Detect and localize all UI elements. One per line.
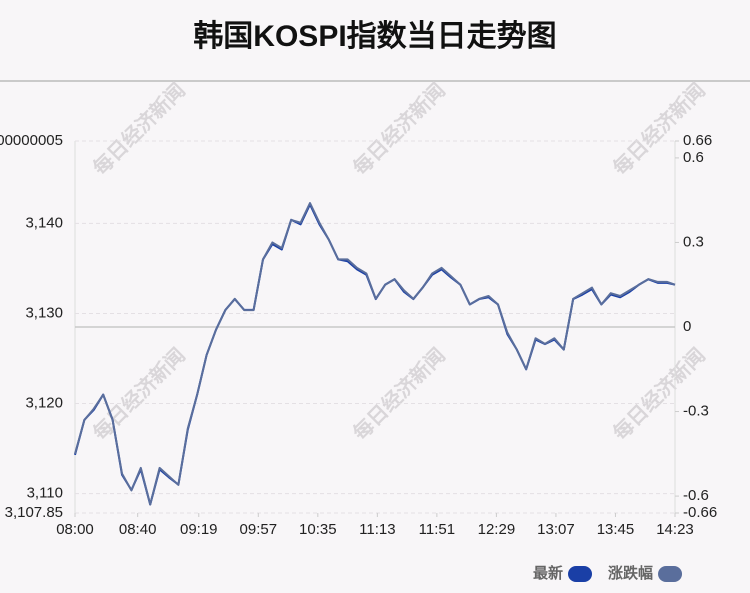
legend-label: 涨跌幅 <box>608 564 653 582</box>
chart-title: 韩国KOSPI指数当日走势图 <box>193 20 556 53</box>
plot-area: 3,107.85 3,110 3,120 3,130 3,140 3,149.150000… <box>0 132 717 582</box>
series-line <box>74 202 676 506</box>
y2-tick-label: -0.6 <box>683 487 709 504</box>
x-tick-label: 10:35 <box>299 521 337 538</box>
legend-label: 最新 <box>533 564 563 582</box>
y2-tick-label: -0.66 <box>683 504 717 521</box>
y2-tick-label: 0.66 <box>683 132 712 149</box>
y-tick-label: 3,149.1500000005 <box>0 132 63 149</box>
x-tick-label: 13:07 <box>537 521 575 538</box>
y2-tick-label: -0.3 <box>683 403 709 420</box>
y2-tick-label: 0.3 <box>683 233 704 250</box>
x-tick-label: 13:45 <box>597 521 635 538</box>
y-tick-label: 3,140 <box>25 214 63 231</box>
y-tick-label: 3,110 <box>27 485 63 502</box>
x-tick-label: 14:23 <box>656 521 694 538</box>
y2-tick-label: 0 <box>683 318 691 335</box>
x-tick-label: 09:19 <box>180 521 218 538</box>
y-tick-label: 3,107.85 <box>5 504 63 521</box>
x-tick-label: 09:57 <box>240 521 278 538</box>
x-tick-label: 11:51 <box>419 521 455 538</box>
y-tick-label: 3,130 <box>25 304 63 321</box>
x-tick-label: 08:40 <box>119 521 157 538</box>
legend-swatch <box>568 566 593 582</box>
y-tick-label: 3,120 <box>25 395 63 412</box>
x-tick-label: 08:00 <box>56 521 94 538</box>
x-tick-label: 12:29 <box>478 521 516 538</box>
legend-swatch <box>658 566 683 582</box>
y2-tick-label: 0.6 <box>683 149 704 166</box>
x-tick-label: 11:13 <box>359 521 395 538</box>
